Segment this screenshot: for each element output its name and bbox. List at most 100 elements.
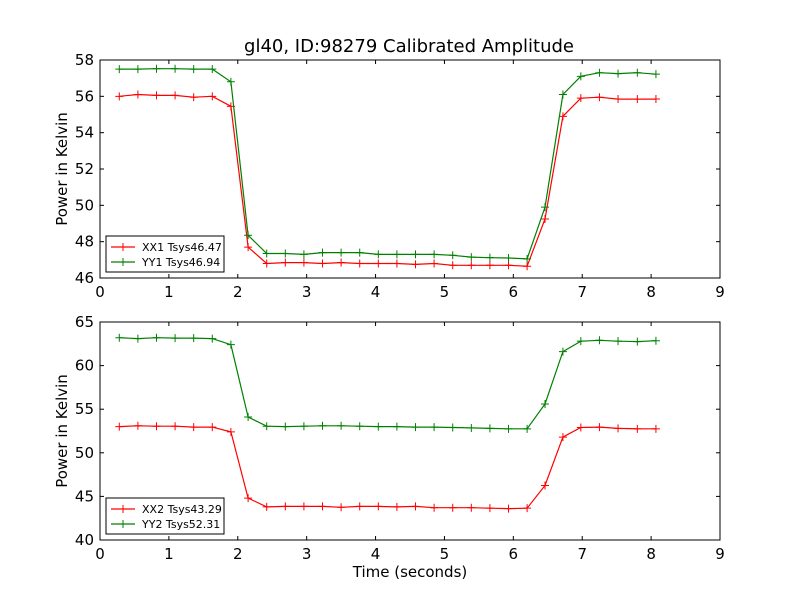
top-xtick-label: 9: [715, 283, 725, 301]
top-series-1-point: [189, 93, 198, 102]
bottom-series-1-point: [448, 503, 457, 512]
top-ytick-label: 54: [75, 124, 94, 142]
top-series-1-point: [374, 259, 383, 268]
bottom-series-2-point: [115, 333, 124, 342]
top-series-1-point: [558, 112, 567, 121]
top-series-2-point: [633, 68, 642, 77]
top-series-2-point: [115, 65, 124, 74]
top-series-1-point: [523, 262, 532, 271]
top-series-2-point: [337, 248, 346, 257]
top-series-1-point: [115, 92, 124, 101]
bottom-xtick-label: 5: [440, 545, 450, 563]
bottom-series-2-point: [614, 337, 623, 346]
top-series-2-point: [171, 64, 180, 73]
bottom-series-2-point: [337, 421, 346, 430]
bottom-legend-marker-1: [119, 505, 127, 513]
bottom-series-2-point: [299, 422, 308, 431]
bottom-series-2-point: [633, 337, 642, 346]
top-series-1-point: [337, 258, 346, 267]
bottom-series-1-point: [226, 427, 235, 436]
bottom-ytick-label: 45: [75, 487, 94, 505]
bottom-xtick-label: 7: [577, 545, 587, 563]
top-series-2-point: [392, 250, 401, 259]
top-series-1-point: [318, 259, 327, 268]
top-series-1-point: [355, 259, 364, 268]
bottom-series-2-point: [171, 334, 180, 343]
top-series-1-point: [651, 95, 660, 104]
top-xtick-label: 2: [233, 283, 243, 301]
top-series-2-point: [576, 72, 585, 81]
bottom-series-2-point: [262, 422, 271, 431]
bottom-series-2-point: [448, 423, 457, 432]
bottom-series-2-point: [133, 334, 142, 343]
bottom-series-1-point: [208, 423, 217, 432]
bottom-series-1-point: [171, 422, 180, 431]
bottom-series-1-point: [595, 423, 604, 432]
bottom-series-1-point: [504, 504, 513, 513]
top-legend-label-2: YY1 Tsys46.94: [141, 256, 220, 269]
bottom-series-2-point: [392, 422, 401, 431]
top-legend-marker-2: [119, 258, 127, 266]
top-series-1-point: [633, 95, 642, 104]
top-series-1-point: [392, 259, 401, 268]
bottom-series-2-point: [244, 413, 253, 422]
top-series-2-point: [374, 250, 383, 259]
bottom-series-2-point: [355, 422, 364, 431]
bottom-xtick-label: 4: [371, 545, 381, 563]
top-ytick-label: 46: [75, 269, 94, 287]
top-series-1-point: [171, 91, 180, 100]
top-ytick-label: 52: [75, 160, 94, 178]
top-ytick-label: 56: [75, 87, 94, 105]
bottom-series-1-point: [558, 433, 567, 442]
bottom-ylabel: Power in Kelvin: [53, 374, 71, 488]
top-series-2-point: [504, 254, 513, 263]
bottom-ytick-label: 50: [75, 444, 94, 462]
top-series-2-point: [541, 203, 550, 212]
bottom-series-1-point: [467, 503, 476, 512]
bottom-series-2-point: [208, 334, 217, 343]
bottom-legend-label-1: XX2 Tsys43.29: [142, 503, 222, 516]
bottom-xtick-label: 6: [509, 545, 519, 563]
bottom-series-2-point: [189, 334, 198, 343]
top-series-2-point: [430, 250, 439, 259]
bottom-series-1-point: [614, 424, 623, 433]
bottom-series-2-point: [595, 336, 604, 345]
top-series-2-point: [299, 250, 308, 259]
bottom-legend-box: [105, 497, 225, 535]
top-series-2-point: [244, 231, 253, 240]
top-xtick-label: 4: [371, 283, 381, 301]
bottom-series-1-point: [523, 504, 532, 513]
bottom-xtick-label: 3: [302, 545, 312, 563]
top-series-1-point: [541, 214, 550, 223]
top-series-2-point: [133, 65, 142, 74]
bottom-series-2-point: [523, 424, 532, 433]
top-xtick-label: 6: [509, 283, 519, 301]
bottom-series-2-point: [281, 422, 290, 431]
bottom-series-1-point: [651, 424, 660, 433]
top-series-1-point: [262, 259, 271, 268]
bottom-series-1-point: [262, 502, 271, 511]
bottom-series-1-point: [133, 421, 142, 430]
top-series-2-point: [189, 65, 198, 74]
bottom-legend-label-2: YY2 Tsys52.31: [141, 518, 220, 531]
top-series-1-point: [152, 91, 161, 100]
chart-title: gl40, ID:98279 Calibrated Amplitude: [244, 36, 574, 57]
bottom-xtick-label: 0: [95, 545, 105, 563]
top-series-1-point: [448, 261, 457, 270]
bottom-series-1-point: [115, 422, 124, 431]
bottom-series-2-point: [467, 423, 476, 432]
top-series-2-point: [281, 249, 290, 258]
top-series-2-point: [152, 64, 161, 73]
bottom-series-1-point: [299, 502, 308, 511]
top-legend-box: [105, 235, 225, 273]
bottom-series-2-point: [318, 421, 327, 430]
top-series-2-point: [523, 254, 532, 263]
bottom-xtick-label: 9: [715, 545, 725, 563]
bottom-series-1-point: [281, 502, 290, 511]
top-series-2-point: [318, 248, 327, 257]
top-series-1-point: [299, 258, 308, 267]
top-series-1-point: [467, 261, 476, 270]
